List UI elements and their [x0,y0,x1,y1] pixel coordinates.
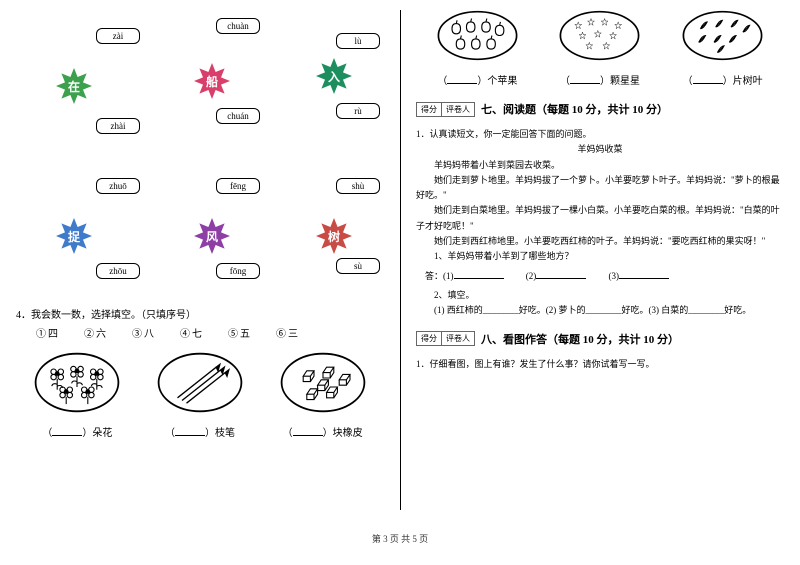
burst-shu: 树 [316,218,352,254]
plate-erasers: （）块橡皮 [278,350,368,439]
section-7-header: 得分评卷人 七、阅读题（每题 10 分，共计 10 分） [416,95,784,123]
plate-leaves: （）片树叶 [680,8,765,87]
box-zhuo: zhuō [96,178,140,194]
pinyin-group-1: 在 船 入 zài zhài chuàn chuán lù rù [16,8,384,158]
section-8-title: 八、看图作答（每题 10 分，共计 10 分） [481,331,679,347]
box-fong: fōng [216,263,260,279]
box-su: sù [336,258,380,274]
burst-feng: 风 [194,218,230,254]
question-4-options: ①四 ②六 ③八 ④七 ⑤五 ⑥三 [36,325,384,340]
reading-passage: 1．认真读短文，你一定能回答下面的问题。 羊妈妈收菜 羊妈妈带着小羊到菜园去收菜… [416,127,784,319]
right-column: （）个苹果 （）颗星星 [400,0,800,530]
box-feng1: fēng [216,178,260,194]
score-box-8: 得分评卷人 [416,331,475,346]
burst-zhuo: 捉 [56,218,92,254]
burst-ru: 入 [316,58,352,94]
box-zhou: zhōu [96,263,140,279]
score-box-7: 得分评卷人 [416,102,475,117]
plates-left: （）朵花 （）枝笔 [16,350,384,439]
section-8-question: 1．仔细看图，图上有谁？发生了什么事？请你试着写一写。 [416,357,784,372]
box-shu4: shù [336,178,380,194]
pinyin-group-2: 捉 风 树 zhuō zhōu fēng fōng shù sù [16,168,384,298]
burst-zai: 在 [56,68,92,104]
plate-pencils: （）枝笔 [155,350,245,439]
page-footer: 第 3 页 共 5 页 [0,532,800,545]
box-chuan2: chuán [216,108,260,124]
box-ru: rù [336,103,380,119]
box-chuan4: chuàn [216,18,260,34]
box-zhai: zhài [96,118,140,134]
plate-stars: （）颗星星 [557,8,642,87]
plates-right: （）个苹果 （）颗星星 [416,8,784,87]
section-8-header: 得分评卷人 八、看图作答（每题 10 分，共计 10 分） [416,325,784,353]
box-lu: lù [336,33,380,49]
burst-chuan: 船 [194,63,230,99]
question-4: 4．我会数一数，选择填空。（只填序号） [16,306,384,321]
plate-apples: （）个苹果 [435,8,520,87]
plate-flowers: （）朵花 [32,350,122,439]
section-7-title: 七、阅读题（每题 10 分，共计 10 分） [481,101,668,117]
box-zai: zài [96,28,140,44]
left-column: 在 船 入 zài zhài chuàn chuán lù rù 捉 [0,0,400,530]
